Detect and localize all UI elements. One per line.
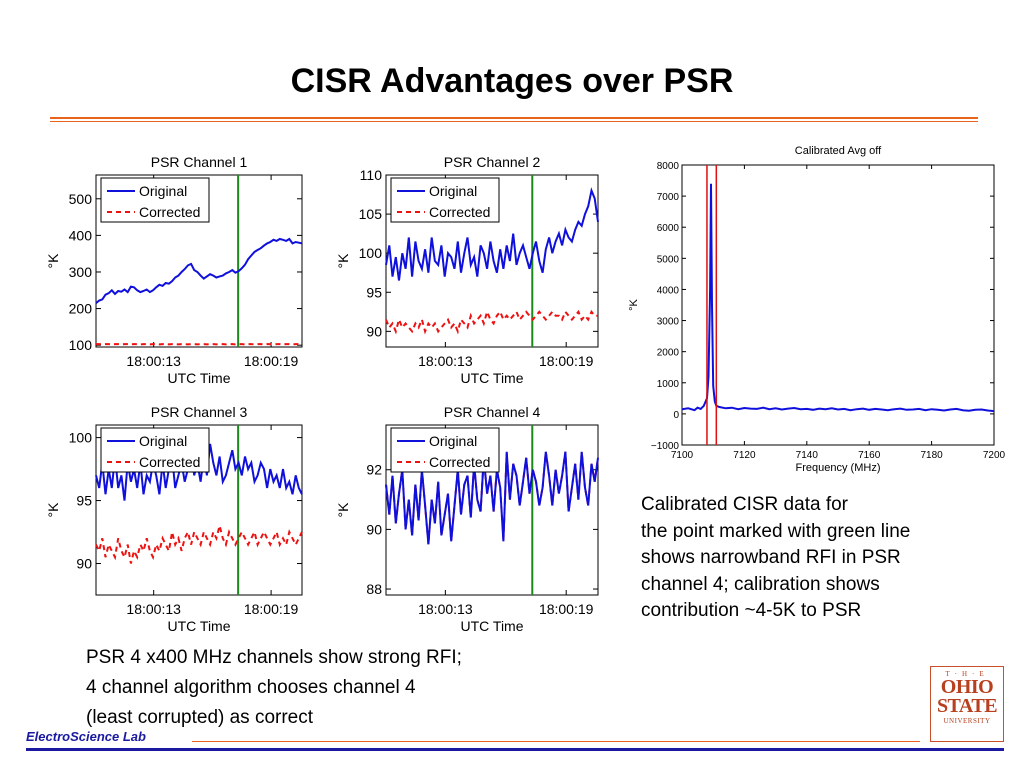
x-tick-label: 18:00:13 xyxy=(418,353,473,369)
y-tick-label: −1000 xyxy=(651,441,680,452)
x-tick-label: 7160 xyxy=(858,450,881,461)
y-tick-label: 95 xyxy=(76,493,92,509)
y-tick-label: 2000 xyxy=(657,348,680,359)
y-tick-label: 200 xyxy=(69,301,93,317)
x-axis-label: UTC Time xyxy=(461,370,524,386)
legend-label-corrected: Corrected xyxy=(139,204,200,220)
psr-channel-1-chart: PSR Channel 1 100 200 300 400 500 18:00:13 18:0… xyxy=(45,154,303,386)
logo-the: T·H·E xyxy=(945,670,989,678)
footer-divider xyxy=(192,741,920,742)
y-tick-label: 105 xyxy=(359,206,383,222)
y-tick-label: 500 xyxy=(69,191,93,207)
chart-title: Calibrated Avg off xyxy=(795,145,882,157)
psr-caption-line: 4 channel algorithm chooses channel 4 xyxy=(86,677,416,698)
x-tick-label: 18:00:13 xyxy=(418,601,473,617)
y-tick-label: 300 xyxy=(69,264,93,280)
y-axis-label: °K xyxy=(45,253,61,269)
y-tick-label: 7000 xyxy=(657,192,680,203)
x-tick-label: 7200 xyxy=(983,450,1006,461)
legend-label-corrected: Corrected xyxy=(429,204,490,220)
psr-caption: PSR 4 x400 MHz channels show strong RFI;… xyxy=(86,643,626,733)
plot-frame xyxy=(681,164,995,446)
legend-box xyxy=(100,177,210,223)
title-divider xyxy=(50,117,978,119)
x-axis-label: Frequency (MHz) xyxy=(796,462,881,474)
x-tick-label: 7180 xyxy=(920,450,943,461)
legend-label-original: Original xyxy=(429,433,477,449)
spectrum-series-line xyxy=(681,183,995,413)
x-tick-label: 7140 xyxy=(796,450,819,461)
footer-lab-name: ElectroScience Lab xyxy=(26,729,146,744)
legend-label-original: Original xyxy=(139,433,187,449)
y-tick-label: 1000 xyxy=(657,379,680,390)
psr-caption-line: PSR 4 x400 MHz channels show strong RFI; xyxy=(86,647,462,668)
y-tick-label: 5000 xyxy=(657,254,680,265)
original-series-line xyxy=(385,451,599,545)
y-tick-label: 4000 xyxy=(657,285,680,296)
cisr-caption-line: shows narrowband RFI in PSR xyxy=(641,547,901,568)
y-axis-label: °K xyxy=(628,298,640,310)
chart-title: PSR Channel 3 xyxy=(151,404,248,420)
y-tick-label: 90 xyxy=(366,521,382,537)
y-axis-label: °K xyxy=(45,502,61,518)
x-tick-label: 18:00:19 xyxy=(539,601,594,617)
cisr-caption-line: channel 4; calibration shows xyxy=(641,573,880,595)
y-tick-label: 3000 xyxy=(657,317,680,328)
y-tick-label: 90 xyxy=(76,556,92,572)
legend-label-corrected: Corrected xyxy=(139,454,200,470)
x-tick-label: 18:00:19 xyxy=(244,601,299,617)
psr-channel-3-chart: PSR Channel 3 90 95 100 18:00:13 18:00:19 UTC … xyxy=(45,404,303,634)
y-tick-label: 90 xyxy=(366,323,382,339)
original-series-line xyxy=(385,187,599,281)
ohio-state-logo: T·H·E OHIO STATE UNIVERSITY xyxy=(930,666,1004,742)
x-axis-label: UTC Time xyxy=(168,618,231,634)
cisr-caption-line: Calibrated CISR data for xyxy=(641,494,848,515)
x-tick-label: 7100 xyxy=(671,450,694,461)
chart-title: PSR Channel 4 xyxy=(444,404,541,420)
x-axis-label: UTC Time xyxy=(168,370,231,386)
y-tick-label: 400 xyxy=(69,227,93,243)
chart-title: PSR Channel 2 xyxy=(444,154,541,170)
y-tick-label: 100 xyxy=(69,430,93,446)
legend-box xyxy=(390,427,500,473)
y-tick-label: 100 xyxy=(359,245,383,261)
logo-university: UNIVERSITY xyxy=(943,717,991,725)
title-divider-thin xyxy=(50,121,978,122)
cisr-caption-line: the point marked with green line xyxy=(641,520,911,542)
psr-channel-2-chart: PSR Channel 2 90 95 100 105 110 18:00:13 18:00:… xyxy=(335,154,599,386)
y-tick-label: 0 xyxy=(673,410,679,421)
chart-title: PSR Channel 1 xyxy=(151,154,248,170)
y-tick-label: 92 xyxy=(366,462,382,478)
psr-channel-4-chart: PSR Channel 4 88 90 92 18:00:13 18:00:19 UTC T… xyxy=(335,404,599,634)
x-axis-label: UTC Time xyxy=(461,618,524,634)
legend-label-original: Original xyxy=(139,183,187,199)
footer-bar xyxy=(26,748,1004,751)
legend-label-corrected: Corrected xyxy=(429,454,490,470)
x-tick-label: 18:00:13 xyxy=(126,601,181,617)
x-tick-label: 18:00:19 xyxy=(539,353,594,369)
calibrated-avg-off-chart: Calibrated Avg off −1000 0 1000 2000 3000 4000… xyxy=(628,145,1006,474)
legend-label-original: Original xyxy=(429,183,477,199)
x-tick-label: 18:00:19 xyxy=(244,353,299,369)
x-tick-label: 18:00:13 xyxy=(126,353,181,369)
slide-title: CISR Advantages over PSR xyxy=(290,62,734,100)
legend-box xyxy=(390,177,500,223)
logo-ohio: OHIO xyxy=(940,676,994,698)
cisr-caption: Calibrated CISR data for the point marke… xyxy=(641,492,1011,625)
y-tick-label: 95 xyxy=(366,284,382,300)
psr-caption-line: (least corrupted) as correct xyxy=(86,707,314,728)
original-series-line xyxy=(95,237,303,304)
y-tick-label: 100 xyxy=(69,337,93,353)
x-tick-label: 7120 xyxy=(733,450,756,461)
cisr-caption-line: contribution ~4-5K to PSR xyxy=(641,600,862,621)
corrected-series-line xyxy=(385,308,598,335)
y-tick-label: 88 xyxy=(366,581,382,597)
y-axis-label: °K xyxy=(335,502,351,518)
y-tick-label: 8000 xyxy=(657,161,680,172)
legend-box xyxy=(100,427,210,473)
logo-state: STATE xyxy=(936,695,998,717)
y-tick-label: 6000 xyxy=(657,223,680,234)
y-tick-label: 110 xyxy=(360,167,383,183)
y-axis-label: °K xyxy=(335,253,351,269)
